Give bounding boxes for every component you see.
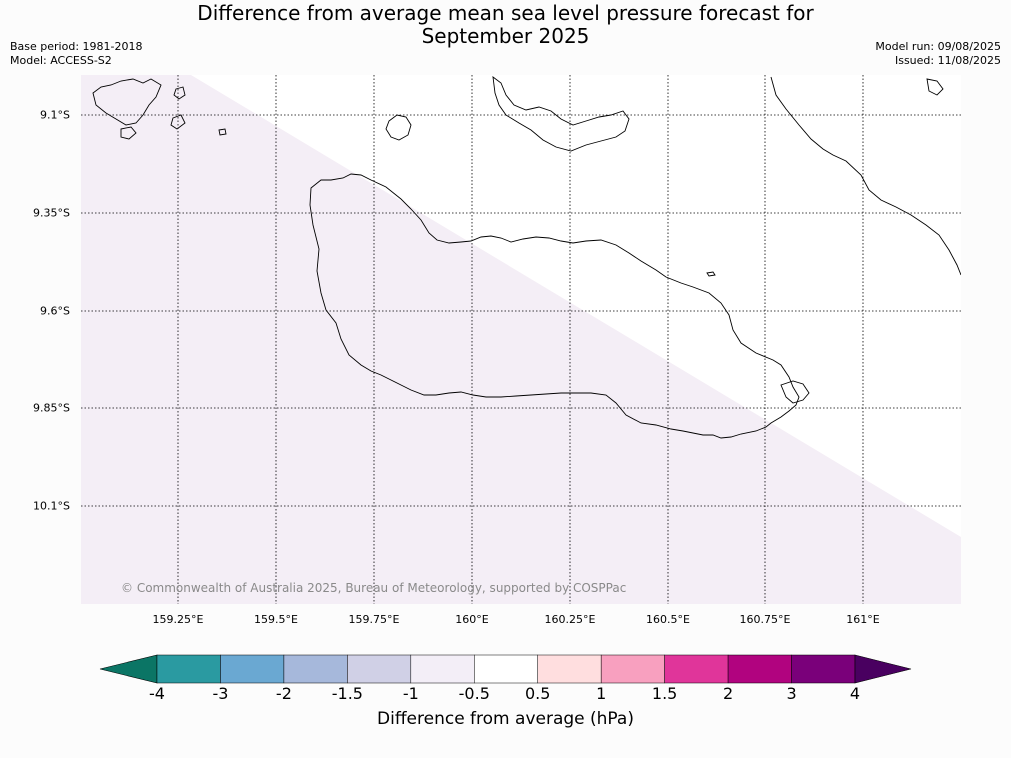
- colorbar: [99, 654, 912, 684]
- lon-label-161: 161°E: [846, 613, 880, 626]
- copyright-notice: © Commonwealth of Australia 2025, Bureau…: [121, 581, 627, 595]
- colorbar-tick-label: -1.5: [331, 684, 363, 703]
- colorbar-tick-label: -4: [149, 684, 165, 703]
- lon-label-160.5: 160.5°E: [646, 613, 690, 626]
- colorbar-segments: [156, 654, 856, 684]
- chart-title-line-1: Difference from average mean sea level p…: [197, 1, 814, 25]
- colorbar-tick-label: 0.5: [524, 684, 551, 703]
- colorbar-extend-right: [854, 654, 912, 684]
- coastline-round-island: [385, 114, 412, 141]
- colorbar-tick-label: 1: [596, 684, 607, 703]
- colorbar-segment-7: [537, 654, 602, 684]
- lat-label-9.1: 9.1°S: [40, 108, 70, 122]
- meta-right: Model run: 09/08/2025 Issued: 11/08/2025: [875, 40, 1001, 68]
- lon-label-160.25: 160.25°E: [544, 613, 596, 626]
- chart-title-line-2: September 2025: [421, 24, 590, 48]
- lat-label-9.35: 9.35°S: [33, 206, 70, 220]
- colorbar-segment-3: [283, 654, 348, 684]
- gridlines: [81, 75, 961, 604]
- meta-left: Base period: 1981-2018 Model: ACCESS-S2: [10, 40, 142, 68]
- coastlines: [92, 76, 961, 439]
- coastline-main-island: [309, 173, 800, 439]
- map-panel: [81, 75, 961, 604]
- colorbar-segment-8: [600, 654, 665, 684]
- lat-label-9.6: 9.6°S: [40, 304, 70, 318]
- colorbar-tick-label: -2: [275, 684, 292, 703]
- lon-label-160: 160°E: [455, 613, 489, 626]
- colorbar-tick-label: 4: [849, 684, 861, 703]
- colorbar-segment-5: [410, 654, 475, 684]
- lat-label-9.85: 9.85°S: [33, 401, 70, 415]
- colorbar-extend-left: [99, 654, 158, 684]
- colorbar-segment-10: [727, 654, 792, 684]
- lon-label-159.75: 159.75°E: [348, 613, 400, 626]
- coastline-islet-nw-1: [173, 86, 186, 100]
- pressure-anomaly-region: [81, 75, 961, 604]
- coastline-islet-nw-3: [120, 126, 137, 140]
- colorbar-tick-label: -0.5: [458, 684, 490, 703]
- coastline-malaita: [770, 76, 961, 276]
- colorbar-segment-1: [156, 654, 221, 684]
- colorbar-tick-label: 1.5: [651, 684, 678, 703]
- map-svg: [81, 75, 961, 604]
- lon-label-160.75: 160.75°E: [739, 613, 791, 626]
- coastline-russell-islands: [92, 78, 162, 126]
- colorbar-segment-9: [664, 654, 729, 684]
- lon-label-159.5: 159.5°E: [254, 613, 298, 626]
- colorbar-tick-label: 2: [722, 684, 734, 703]
- colorbar-segment-6: [474, 654, 538, 684]
- colorbar-segment-4: [347, 654, 412, 684]
- model-run-text: Model run: 09/08/2025: [875, 40, 1001, 53]
- colorbar-tick-label: -1: [402, 684, 419, 703]
- lat-label-10.1: 10.1°S: [33, 499, 70, 513]
- colorbar-segment-2: [220, 654, 285, 684]
- coastline-islet-ne-small: [706, 271, 716, 277]
- coastline-islet-east: [780, 380, 810, 404]
- base-period-text: Base period: 1981-2018: [10, 40, 143, 53]
- colorbar-label: Difference from average (hPa): [377, 709, 634, 729]
- colorbar-tick-label: -3: [212, 684, 229, 703]
- issued-text: Issued: 11/08/2025: [894, 54, 1001, 67]
- coastline-islet-nw-4: [218, 128, 227, 136]
- coastline-florida-islands: [492, 76, 630, 152]
- colorbar-segment-11: [791, 654, 856, 684]
- lon-label-159.25: 159.25°E: [152, 613, 204, 626]
- coastline-islet-ne: [926, 78, 944, 96]
- coastline-islet-nw-2: [170, 114, 186, 130]
- colorbar-tick-label: 3: [786, 684, 797, 703]
- model-text: Model: ACCESS-S2: [10, 54, 112, 67]
